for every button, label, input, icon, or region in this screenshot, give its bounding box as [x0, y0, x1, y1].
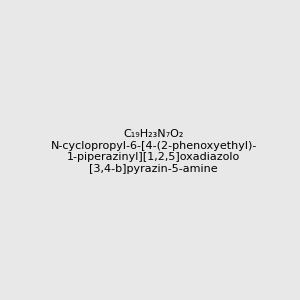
- Text: C₁₉H₂₃N₇O₂
N-cyclopropyl-6-[4-(2-phenoxyethyl)-
1-piperazinyl][1,2,5]oxadiazolo
: C₁₉H₂₃N₇O₂ N-cyclopropyl-6-[4-(2-phenoxy…: [51, 129, 257, 174]
